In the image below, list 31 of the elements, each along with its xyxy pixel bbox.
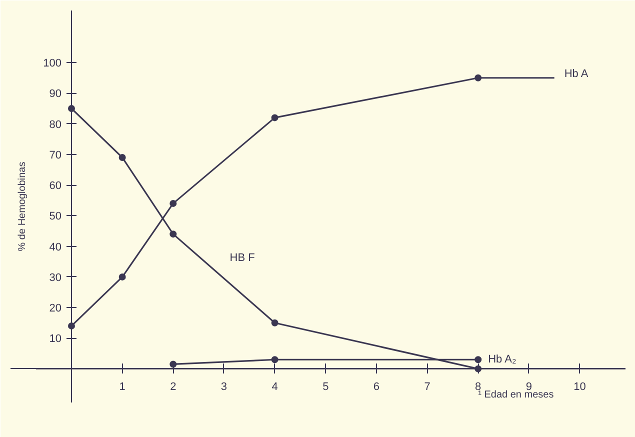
x-tick-label: 2 [170, 380, 176, 393]
point [271, 114, 278, 122]
x-tick-label: 4 [272, 380, 278, 393]
point [271, 356, 278, 364]
point [271, 319, 278, 326]
y-tick-label: 90 [49, 88, 62, 100]
y-tick-label: 80 [49, 118, 62, 131]
x-tick-label: 1 [119, 380, 126, 393]
point [118, 154, 126, 161]
series-label: Hb A [564, 68, 589, 80]
x-tick-label: 7 [424, 380, 430, 393]
y-tick-label: 10 [49, 333, 62, 346]
y-axis-title: % de Hemoglobinas [17, 162, 28, 252]
y-tick-label: 50 [49, 210, 62, 223]
y-tick-label: 30 [49, 272, 62, 284]
point [474, 356, 482, 364]
y-tick-label: 60 [49, 180, 62, 192]
y-tick-label: 100 [43, 58, 62, 70]
y-tick-label: 70 [49, 149, 62, 162]
point [118, 273, 126, 280]
point [170, 200, 177, 207]
x-tick-label: 5 [322, 380, 329, 393]
series-label: HB F [230, 252, 256, 264]
x-tick-label: 6 [373, 380, 380, 393]
x-tick-label: 10 [574, 380, 586, 393]
series-label: Hb A₂ [488, 354, 516, 366]
point [474, 74, 482, 82]
point [170, 230, 177, 238]
x-tick-label: 3 [220, 380, 228, 393]
y-tick-label: 20 [49, 302, 62, 315]
y-tick-label: 40 [49, 241, 62, 254]
